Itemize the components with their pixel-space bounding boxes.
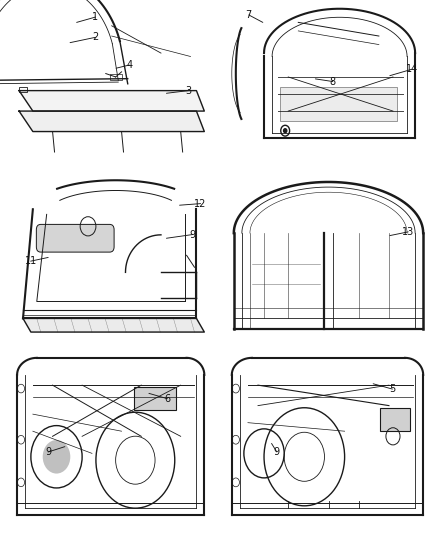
Text: 9: 9 [45, 447, 51, 457]
Polygon shape [19, 91, 204, 111]
Text: 7: 7 [246, 10, 252, 20]
Text: 12: 12 [194, 199, 207, 208]
Circle shape [283, 129, 287, 133]
Text: 13: 13 [402, 227, 414, 237]
Text: 4: 4 [126, 60, 132, 70]
FancyBboxPatch shape [134, 387, 176, 410]
Bar [19, 87, 27, 92]
Text: 11: 11 [25, 256, 37, 266]
Text: 5: 5 [389, 384, 396, 394]
Text: 3: 3 [185, 86, 191, 95]
Text: 1: 1 [92, 12, 99, 22]
FancyBboxPatch shape [36, 224, 114, 252]
Bar [110, 74, 121, 80]
Polygon shape [19, 111, 204, 132]
Text: 9: 9 [274, 447, 280, 457]
Text: 8: 8 [330, 77, 336, 86]
Bar [280, 87, 397, 122]
Polygon shape [23, 318, 204, 332]
Text: 2: 2 [92, 33, 99, 42]
Text: 6: 6 [164, 394, 170, 403]
Text: 9: 9 [190, 230, 196, 239]
Text: 14: 14 [406, 64, 418, 74]
FancyBboxPatch shape [380, 408, 410, 431]
Circle shape [42, 440, 70, 473]
